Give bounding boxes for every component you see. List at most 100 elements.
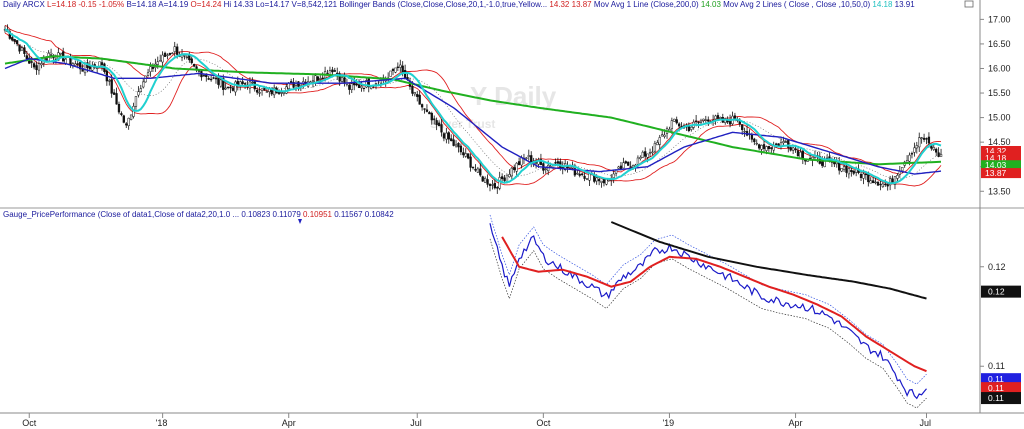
last-value-label: 0.12 [988, 287, 1005, 297]
last-value-badge [981, 160, 1021, 171]
candle-body [515, 162, 518, 172]
candle-body [498, 177, 501, 189]
candle-body [847, 168, 851, 175]
candle-body [440, 124, 443, 133]
candle-body [791, 147, 795, 151]
candle-body [801, 150, 804, 159]
candle-body [454, 144, 458, 147]
candle-body [876, 181, 880, 186]
candle-body [617, 166, 620, 169]
legend-item: Hi 14.33 [221, 0, 254, 9]
candle-body [576, 172, 579, 175]
candle-body [193, 64, 196, 67]
y-tick-label: 16.50 [988, 39, 1011, 49]
candle-body [583, 175, 586, 179]
candle-body [159, 60, 162, 62]
legend-item: 13.91 [892, 0, 915, 9]
candle-body [357, 84, 361, 88]
legend-item: 13.87 [569, 0, 592, 9]
candle-body [741, 124, 744, 131]
candle-body [234, 81, 237, 93]
candle-body [937, 152, 940, 157]
last-value-badge [981, 145, 1021, 156]
candle-body [156, 61, 159, 65]
candle-body [799, 151, 802, 158]
ma50-line [4, 57, 942, 175]
candle-body [573, 168, 577, 176]
candle-body [299, 83, 303, 87]
candle-body [644, 151, 647, 157]
legend-item: Lo=14.17 [253, 0, 289, 9]
gauge-panel [298, 214, 927, 409]
candle-body [340, 77, 344, 82]
price-legend: Daily ARCX L=14.18 -0.15 -1.05% B=14.18 … [3, 0, 915, 9]
candle-body [767, 145, 771, 150]
legend-item: Daily ARCX [3, 0, 45, 9]
candle-body [374, 82, 378, 85]
candle-body [202, 75, 205, 77]
legend-item: V=8,542,121 [289, 0, 337, 9]
gauge-series-line [489, 223, 927, 400]
candle-body [663, 134, 666, 137]
candle-body [491, 184, 494, 186]
candle-body [905, 160, 909, 163]
x-tick-label: Jul [410, 418, 422, 428]
candle-body [881, 183, 885, 187]
candle-body [316, 76, 319, 81]
candle-body [852, 170, 855, 174]
candle-body [597, 179, 601, 182]
candle-body [762, 144, 766, 149]
candle-body [117, 103, 121, 113]
candle-body [670, 120, 674, 129]
candle-body [770, 147, 773, 149]
candle-body [13, 39, 16, 42]
last-value-badge [981, 382, 1021, 395]
last-value-label: 0.11 [988, 393, 1004, 403]
candle-body [321, 77, 324, 79]
candle-body [100, 62, 104, 66]
candle-body [922, 137, 926, 140]
candle-body [539, 159, 543, 165]
candle-body [214, 77, 218, 80]
candle-body [428, 112, 431, 115]
candle-body [821, 161, 824, 166]
candle-body [360, 86, 363, 89]
candle-body [45, 58, 48, 60]
candle-body [115, 93, 118, 105]
candle-body [467, 153, 470, 159]
candle-body [188, 55, 191, 61]
candle-body [789, 147, 792, 151]
candle-body [23, 47, 26, 54]
candle-body [217, 77, 220, 85]
candle-body [646, 153, 649, 158]
last-value-badge [981, 285, 1021, 298]
last-value-label: 13.87 [985, 168, 1007, 178]
candle-body [311, 80, 315, 83]
candle-body [513, 167, 516, 171]
candle-body [367, 78, 370, 88]
candle-body [142, 81, 145, 88]
candle-body [850, 170, 853, 173]
y-tick-label: 15.50 [988, 88, 1011, 98]
candle-body [891, 178, 894, 183]
legend-item: 14.03 [699, 0, 722, 9]
candle-body [219, 79, 222, 87]
candle-body [629, 166, 632, 168]
candle-body [391, 69, 395, 71]
candle-body [525, 157, 528, 159]
candle-body [687, 125, 691, 131]
candle-body [702, 118, 705, 121]
candle-body [20, 47, 24, 51]
last-value-label: 14.03 [985, 160, 1007, 170]
ma10-line [4, 28, 942, 185]
y-tick-label: 16.00 [988, 63, 1011, 73]
gauge-series-line [501, 236, 927, 373]
candle-body [765, 146, 768, 151]
candle-body [605, 179, 608, 185]
candle-body [493, 182, 497, 189]
candle-body [927, 136, 931, 144]
candle-body [699, 120, 703, 123]
candle-body [862, 173, 865, 179]
candle-body [886, 184, 889, 187]
candle-body [678, 123, 681, 127]
